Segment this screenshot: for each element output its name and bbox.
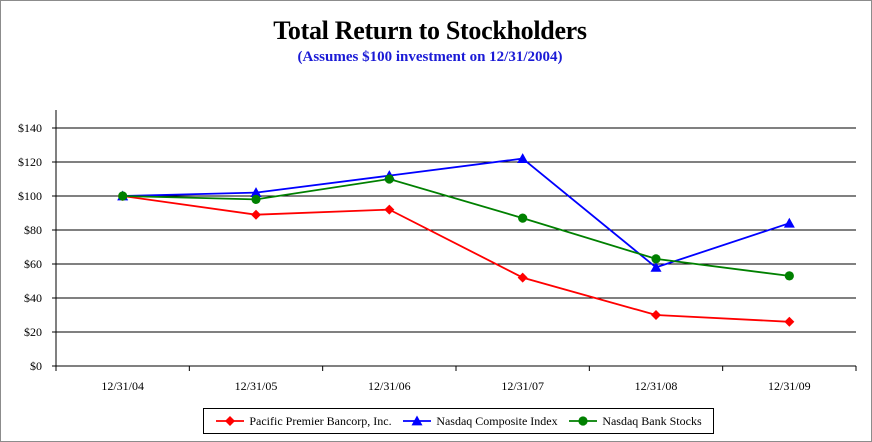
y-tick-label: $60	[24, 257, 42, 271]
legend-swatch-marker	[578, 416, 588, 426]
data-point-nasdaq-composite-index	[250, 187, 262, 197]
data-point-pacific-premier-bancorp-inc	[384, 204, 395, 215]
x-tick-labels: 12/31/04 12/31/05 12/31/06 12/31/07 12/31/08…	[101, 379, 810, 393]
series-line-pacific-premier-bancorp-inc	[122, 195, 790, 323]
data-point-pacific-premier-bancorp-inc	[251, 209, 261, 220]
series-line-nasdaq-composite-index	[122, 157, 790, 269]
data-point-nasdaq-bank-stocks	[118, 191, 128, 201]
legend-entry-pacific-premier-bancorp-inc: Pacific Premier Bancorp, Inc.	[215, 413, 392, 429]
legend-swatch-pacific-premier-bancorp-inc	[216, 416, 245, 426]
data-point-pacific-premier-bancorp-inc	[651, 310, 661, 320]
data-point-nasdaq-composite-index	[517, 153, 529, 163]
y-tick-label: $140	[18, 121, 42, 135]
legend-swatch-marker	[411, 415, 423, 426]
legend: Pacific Premier Bancorp, Inc. Nasdaq Comp…	[203, 408, 714, 434]
y-tick-label: $20	[24, 325, 42, 339]
series-line-nasdaq-bank-stocks	[122, 178, 790, 277]
x-tick-label: 12/31/09	[768, 379, 811, 393]
legend-entry-nasdaq-bank-stocks: Nasdaq Bank Stocks	[568, 413, 702, 429]
y-tick-label: $100	[18, 189, 42, 203]
data-point-nasdaq-composite-index	[783, 217, 795, 228]
x-tick-label: 12/31/07	[501, 379, 544, 393]
data-point-pacific-premier-bancorp-inc	[517, 272, 528, 283]
legend-swatch-marker	[225, 416, 236, 426]
legend-entry-nasdaq-composite-index: Nasdaq Composite Index	[402, 413, 558, 429]
series-markers	[117, 153, 795, 327]
x-tick-label: 12/31/04	[101, 379, 144, 393]
data-point-nasdaq-bank-stocks	[651, 254, 661, 264]
chart-subtitle: (Assumes $100 investment on 12/31/2004)	[297, 49, 563, 65]
data-point-nasdaq-bank-stocks	[784, 271, 794, 281]
x-tick-label: 12/31/05	[235, 379, 278, 393]
axes	[52, 110, 857, 371]
chart-title: Total Return to Stockholders	[273, 16, 587, 45]
y-tick-label: $40	[24, 291, 42, 305]
gridlines	[56, 127, 856, 333]
data-point-nasdaq-bank-stocks	[518, 213, 528, 223]
legend-swatch-nasdaq-composite-index	[403, 415, 432, 426]
legend-label: Pacific Premier Bancorp, Inc.	[249, 413, 392, 428]
y-tick-label: $120	[18, 155, 42, 169]
data-point-pacific-premier-bancorp-inc	[784, 316, 795, 327]
legend-label: Nasdaq Composite Index	[436, 413, 558, 428]
x-tick-label: 12/31/06	[368, 379, 411, 393]
y-tick-label: $0	[30, 359, 42, 373]
series-lines	[122, 157, 790, 323]
x-tick-label: 12/31/08	[635, 379, 678, 393]
y-tick-labels: $0 $20 $40 $60 $80 $100 $120 $140	[18, 121, 42, 373]
data-point-nasdaq-bank-stocks	[251, 194, 261, 204]
y-tick-label: $80	[24, 223, 42, 237]
data-point-nasdaq-bank-stocks	[384, 174, 394, 184]
legend-label: Nasdaq Bank Stocks	[602, 413, 702, 428]
legend-swatch-nasdaq-bank-stocks	[569, 416, 598, 426]
data-point-nasdaq-composite-index	[650, 261, 662, 272]
